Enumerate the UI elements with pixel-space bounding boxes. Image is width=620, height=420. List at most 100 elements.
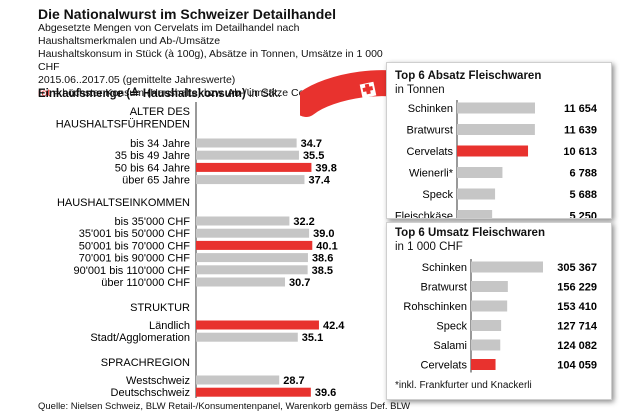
bar (471, 339, 501, 351)
category-label: Schinken (422, 262, 467, 274)
value-label: 104 059 (557, 360, 597, 372)
value-label: 39.6 (315, 387, 336, 399)
category-label: Cervelats (407, 146, 454, 158)
value-label: 39.0 (313, 228, 334, 240)
bar (196, 332, 298, 342)
value-label: 10 613 (563, 146, 597, 158)
source-note: Quelle: Nielsen Schweiz, BLW Retail-/Kon… (38, 401, 411, 412)
category-label: Salami (433, 340, 467, 352)
category-label: Fleischkäse (395, 211, 453, 219)
chart-title: Die Nationalwurst im Schweizer Detailhan… (38, 6, 336, 22)
group-label: HAUSHALTSFÜHRENDEN (56, 119, 190, 131)
category-label: Speck (422, 189, 453, 201)
revenue-unit: in 1 000 CHF (395, 241, 463, 253)
bar (196, 320, 319, 330)
bar (196, 162, 312, 172)
subtitle-line-1: Abgesetzte Mengen von Cervelats im Detai… (38, 22, 300, 47)
bar (457, 167, 503, 178)
category-label: bis 35'000 CHF (115, 216, 191, 228)
category-label: Stadt/Agglomeration (90, 332, 190, 344)
value-label: 156 229 (557, 282, 597, 294)
subtitle-line-2: Haushaltskonsum in Stück (à 100g), Absät… (38, 48, 383, 73)
bar (196, 253, 308, 263)
value-label: 5 688 (569, 189, 597, 201)
value-label: 124 082 (557, 340, 597, 352)
category-label: Westschweiz (126, 375, 190, 387)
category-label: Ländlich (149, 320, 190, 332)
value-label: 42.4 (323, 320, 345, 332)
value-label: 32.2 (293, 216, 314, 228)
category-label: Wienerli* (409, 168, 454, 180)
color-legend: rot = höchster Konsum (Haushalte) bzw. A… (38, 87, 398, 100)
bar (471, 261, 543, 273)
value-label: 11 654 (564, 103, 598, 115)
category-label: Bratwurst (407, 125, 453, 137)
bar (471, 359, 496, 370)
bar (196, 175, 305, 185)
value-label: 127 714 (557, 321, 598, 333)
sales-volume-unit: in Tonnen (395, 84, 445, 96)
value-label: 30.7 (289, 277, 310, 289)
bar (196, 228, 310, 238)
value-label: 38.6 (312, 253, 333, 265)
category-label: 70'001 bis 90'000 CHF (79, 253, 190, 265)
category-label: 90'001 bis 110'000 CHF (73, 265, 190, 277)
bar (196, 277, 286, 287)
left-chart-title: Einkaufsmenge (≙ Haushaltskonsum) in Stk… (38, 86, 281, 100)
bar (196, 375, 280, 385)
category-label: bis 34 Jahre (130, 138, 190, 150)
category-label: 50'001 bis 70'000 CHF (79, 240, 190, 252)
revenue-title: Top 6 Umsatz Fleischwaren (395, 227, 545, 239)
value-label: 35.1 (302, 332, 323, 344)
value-label: 37.4 (308, 175, 330, 187)
value-label: 305 367 (557, 262, 597, 274)
revenue-footnote: *inkl. Frankfurter und Knackerli (395, 380, 532, 391)
bar (471, 281, 508, 292)
sales-volume-bar-chart: Schinken 11 654 Bratwurst 11 639 Cervelats 10… (395, 100, 598, 219)
chart-header: Die Nationalwurst im Schweizer Detailhan… (38, 6, 398, 100)
category-label: Cervelats (421, 360, 468, 372)
sales-volume-title: Top 6 Absatz Fleischwaren (395, 70, 542, 82)
category-label: Schinken (408, 103, 453, 115)
category-label: 35 bis 49 Jahre (115, 150, 190, 162)
bar (471, 320, 502, 331)
category-label: Speck (436, 321, 467, 333)
legend-text: = höchster Konsum (Haushalte) bzw. Ab-/U… (50, 87, 336, 99)
group-label: ALTER DES (130, 106, 190, 118)
value-label: 40.1 (316, 240, 337, 252)
value-label: 11 639 (564, 125, 597, 137)
value-label: 34.7 (301, 138, 322, 150)
bar (457, 102, 535, 114)
value-label: 5 250 (569, 211, 597, 219)
bar (196, 216, 290, 226)
bar (457, 188, 496, 200)
value-label: 153 410 (557, 301, 597, 313)
category-label: 50 bis 64 Jahre (115, 162, 190, 174)
bar (471, 300, 508, 312)
value-label: 38.5 (312, 265, 333, 277)
group-label: HAUSHALTSEINKOMMEN (57, 197, 190, 209)
category-label: Rohschinken (403, 301, 467, 313)
category-label: Deutschschweiz (111, 387, 190, 399)
sales-volume-panel: Top 6 Absatz Fleischwaren in Tonnen Schi… (386, 62, 612, 219)
value-label: 39.8 (315, 162, 336, 174)
value-label: 28.7 (283, 375, 304, 387)
category-label: über 65 Jahre (122, 175, 190, 187)
left-chart-title-bold: Einkaufsmenge (≙ Haushaltskonsum) (38, 88, 246, 100)
left-chart-title-unit: in Stk. (245, 88, 281, 100)
group-label: SPRACHREGION (101, 357, 190, 369)
value-label: 6 788 (569, 168, 597, 180)
bar (457, 210, 493, 218)
bar (196, 138, 297, 148)
legend-red-word: rot (38, 87, 51, 99)
subtitle-line-3: 2015.06..2017.05 (gemittelte Jahreswerte… (38, 74, 236, 86)
bar (196, 240, 313, 250)
revenue-panel: Top 6 Umsatz Fleischwaren in 1 000 CHF S… (386, 222, 612, 400)
bar (196, 387, 311, 397)
group-label: STRUKTUR (130, 302, 190, 314)
category-label: über 110'000 CHF (101, 277, 190, 289)
category-label: Bratwurst (421, 282, 467, 294)
bar (457, 124, 535, 135)
revenue-bar-chart: Schinken 305 367 Bratwurst 156 229 Rohschink… (403, 259, 598, 373)
